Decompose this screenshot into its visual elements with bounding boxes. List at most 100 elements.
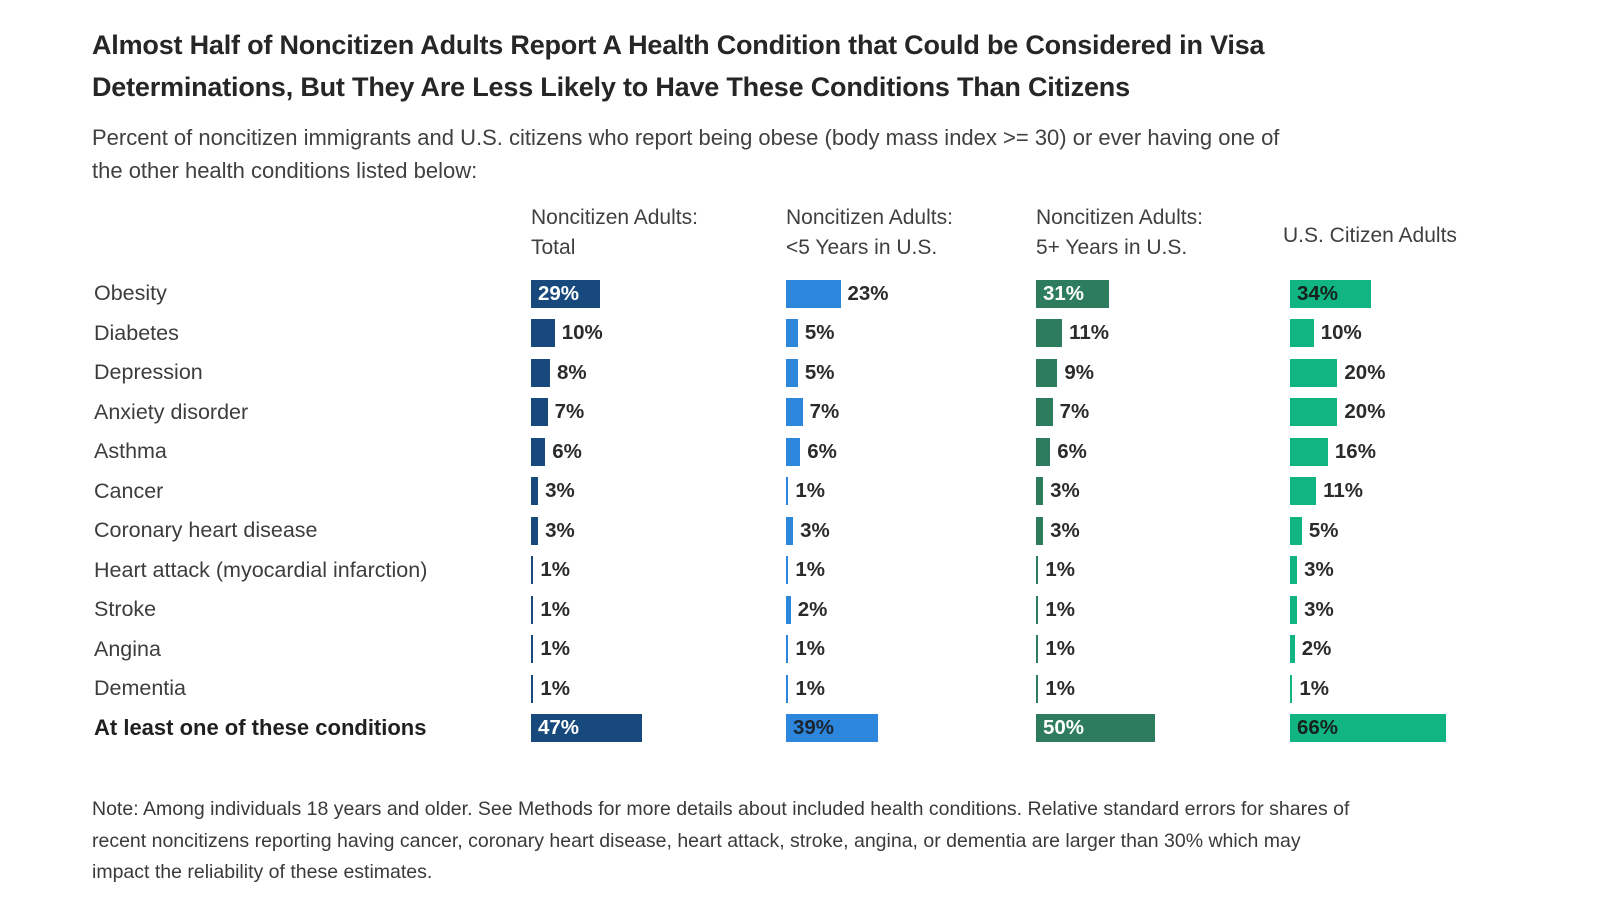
value-label: 1% [795,676,825,700]
value-label: 3% [545,518,575,542]
value-label: 1% [1299,676,1329,700]
value-label: 66% [1297,716,1339,739]
bar [531,437,546,466]
bar-cell: 1% [1036,551,1075,591]
bar [531,319,555,348]
chart-subtitle: Percent of noncitizen immigrants and U.S… [92,125,1280,183]
value-label: 11% [1069,321,1109,344]
bar [1036,635,1039,664]
bar-cell: 2% [786,590,827,630]
bar-cell: 1% [786,551,825,591]
bar [1036,477,1044,506]
bar-cell: 7% [786,393,839,433]
bar-cell: 50% [1036,709,1155,749]
chart-row: Cancer 3% 1% 3% 11% [0,472,1600,512]
bar-cell: 8% [531,353,587,393]
bar-cell: 6% [531,432,582,472]
row-label: Asthma [94,439,167,464]
bar-cell: 3% [786,511,830,551]
row-label: Depression [94,360,203,385]
value-label: 5% [1308,518,1339,542]
bar-cell: 10% [1290,314,1362,354]
value-label: 2% [1301,637,1332,660]
value-label: 1% [1045,637,1075,660]
bar-cell: 5% [786,353,834,393]
value-label: 6% [807,439,837,463]
bar-cell: 20% [1290,353,1385,393]
bar-cell: 39% [786,709,879,749]
bar [1290,556,1298,585]
chart-row: Stroke 1% 2% 1% 3% [0,590,1600,630]
value-label: 7% [554,400,585,423]
bar-cell: 1% [531,551,570,591]
bar-cell: 3% [531,472,575,512]
bar-cell: 1% [1290,669,1329,709]
bar [1036,398,1053,427]
chart-row: Anxiety disorder 7% 7% 7% 20% [0,393,1600,433]
chart-row: Coronary heart disease 3% 3% 3% 5% [0,511,1600,551]
row-label: Cancer [94,478,164,503]
value-label: 1% [1045,558,1075,581]
bar-cell: 1% [786,630,825,670]
value-label: 1% [540,597,570,621]
value-label: 1% [1045,597,1075,621]
chart-row: Obesity 29% 23% 31% 34% [0,274,1600,314]
row-label: Diabetes [94,320,179,345]
bar [786,674,789,703]
bar-cell: 5% [786,314,834,354]
bar-cell: 1% [1036,630,1075,670]
value-label: 3% [1304,597,1334,621]
value-label: 5% [804,360,835,384]
bar: 29% [531,279,600,308]
bar-cell: 1% [531,590,570,630]
bar-cell: 7% [531,393,584,433]
value-label: 1% [540,558,570,581]
bar: 66% [1290,714,1447,743]
value-label: 10% [561,321,603,344]
bar [786,358,798,387]
value-label: 7% [1059,400,1090,423]
value-label: 1% [795,479,825,502]
row-label: Anxiety disorder [94,399,249,424]
bar [786,556,789,585]
bar: 39% [786,714,879,743]
value-label: 9% [1064,360,1094,384]
bar [1290,437,1328,466]
bar [1036,595,1039,624]
bar [786,279,841,308]
bar [786,477,789,506]
row-label: Obesity [94,281,167,306]
bar-cell: 1% [1036,669,1075,709]
bar [531,358,550,387]
column-header-citizen: U.S. Citizen Adults [1283,224,1457,247]
row-label: At least one of these conditions [94,715,427,741]
value-label: 1% [540,637,570,660]
value-label: 8% [556,360,587,384]
bar [531,556,534,585]
column-header-noncitizen-5plus: Noncitizen Adults: 5+ Years in U.S. [1036,206,1203,259]
bar: 47% [531,714,643,743]
bar-cell: 47% [531,709,643,749]
chart-row: Dementia 1% 1% 1% 1% [0,669,1600,709]
chart-row: Heart attack (myocardial infarction) 1% 1%… [0,551,1600,591]
bar [1036,674,1039,703]
bar [1290,595,1298,624]
value-label: 3% [1050,479,1080,502]
row-label: Coronary heart disease [94,518,318,543]
bar [531,595,534,624]
value-label: 47% [538,716,580,739]
value-label: 3% [1050,518,1080,542]
value-label: 34% [1297,281,1339,305]
bar [1290,635,1295,664]
bar-cell: 1% [1036,590,1075,630]
bar [531,635,534,664]
value-label: 6% [552,439,582,463]
chart-title: Almost Half of Noncitizen Adults Report … [92,30,1265,102]
bar [1036,319,1063,348]
bar [531,516,539,545]
value-label: 11% [1323,479,1363,502]
bar-cell: 11% [1036,314,1109,354]
chart-row: Diabetes 10% 5% 11% 10% [0,314,1600,354]
value-label: 5% [804,321,835,344]
column-header-noncitizen-under5: Noncitizen Adults: <5 Years in U.S. [786,206,953,259]
